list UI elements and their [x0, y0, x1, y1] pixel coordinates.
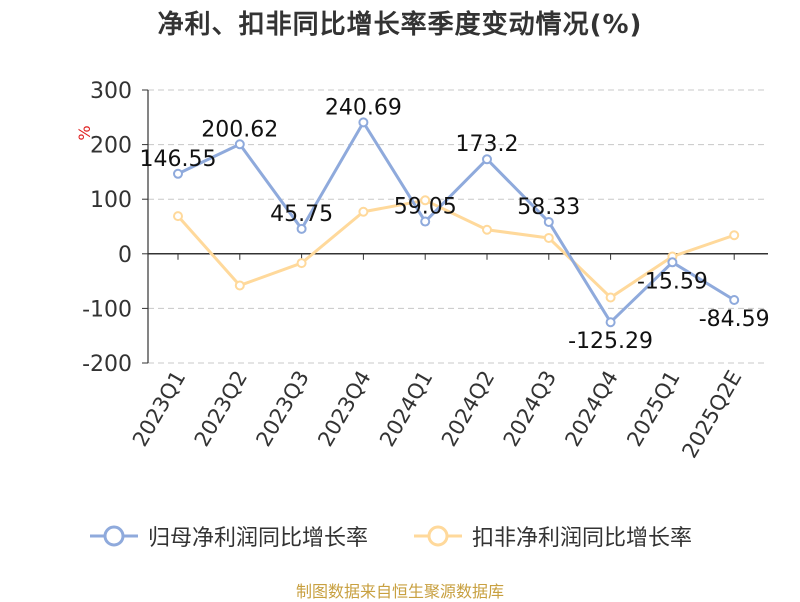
series2-point-6 — [543, 232, 554, 243]
y-tick-label-0: 300 — [90, 79, 132, 104]
series2-point-1 — [234, 280, 245, 291]
series1-data-label-6: 58.33 — [517, 195, 580, 220]
series1-point-0 — [173, 168, 183, 179]
legend-label-series1: 归母净利润同比增长率 — [148, 526, 369, 551]
series1-point-4 — [420, 216, 431, 227]
series1-data-label-1: 200.62 — [201, 117, 278, 142]
x-tick-label-6: 2024Q3 — [499, 367, 561, 451]
x-tick-label-5: 2024Q2 — [437, 367, 499, 451]
x-tick-label-3: 2023Q4 — [313, 367, 375, 451]
x-tick-label-4: 2024Q1 — [375, 367, 437, 451]
series-line-2 — [176, 198, 735, 299]
series1-data-label-3: 240.69 — [325, 95, 402, 120]
legend-marker-series2 — [414, 525, 462, 547]
series1-data-label-9: -84.59 — [699, 307, 770, 332]
series1-data-label-4: 59.05 — [394, 195, 457, 220]
series1-data-label-7: -125.29 — [568, 329, 653, 354]
legend-item-series1[interactable]: 归母净利润同比增长率 — [90, 521, 368, 551]
x-tick-label-0: 2023Q1 — [128, 367, 190, 451]
series1-point-2 — [296, 223, 307, 234]
series2-point-3 — [358, 206, 369, 217]
legend-marker-series1 — [90, 525, 138, 547]
series1-data-label-5: 173.2 — [456, 132, 519, 157]
x-tick-label-7: 2024Q4 — [560, 367, 622, 451]
y-tick-label-2: 100 — [90, 188, 132, 213]
y-tick-label-5: -200 — [82, 352, 132, 377]
x-tick-label-9: 2025Q2E — [677, 367, 746, 463]
series2-point-4 — [420, 195, 431, 206]
y-tick-label-3: 0 — [118, 243, 132, 268]
chart-title: 净利、扣非同比增长率季度变动情况(%) — [157, 10, 643, 40]
series1-point-5 — [482, 154, 492, 165]
series2-point-0 — [173, 211, 183, 222]
series1-data-label-0: 146.55 — [140, 147, 217, 172]
x-tick-label-8: 2025Q1 — [622, 367, 684, 451]
series2-point-9 — [729, 230, 740, 241]
series1-point-1 — [234, 139, 245, 150]
legend-label-series2: 扣非净利润同比增长率 — [472, 526, 693, 551]
x-tick-label-1: 2023Q2 — [190, 367, 252, 451]
x-tick-label-2: 2023Q3 — [251, 367, 313, 451]
data-source-note: 制图数据来自恒生聚源数据库 — [295, 582, 504, 601]
series2-point-2 — [296, 258, 307, 269]
series2-point-7 — [605, 292, 616, 303]
series1-point-9 — [729, 294, 740, 305]
y-axis-label: % — [75, 125, 94, 140]
legend-item-series2[interactable]: 扣非净利润同比增长率 — [414, 521, 692, 551]
series1-point-8 — [667, 257, 678, 268]
series1-point-7 — [605, 317, 616, 328]
series1-point-3 — [358, 117, 369, 128]
series1-data-label-8: -15.59 — [637, 269, 708, 294]
y-tick-label-4: -100 — [82, 297, 132, 322]
series1-point-6 — [543, 216, 554, 227]
series1-data-label-2: 45.75 — [270, 202, 333, 227]
series2-point-5 — [482, 224, 492, 235]
series-line-1 — [177, 120, 735, 324]
y-tick-label-1: 200 — [90, 134, 132, 159]
